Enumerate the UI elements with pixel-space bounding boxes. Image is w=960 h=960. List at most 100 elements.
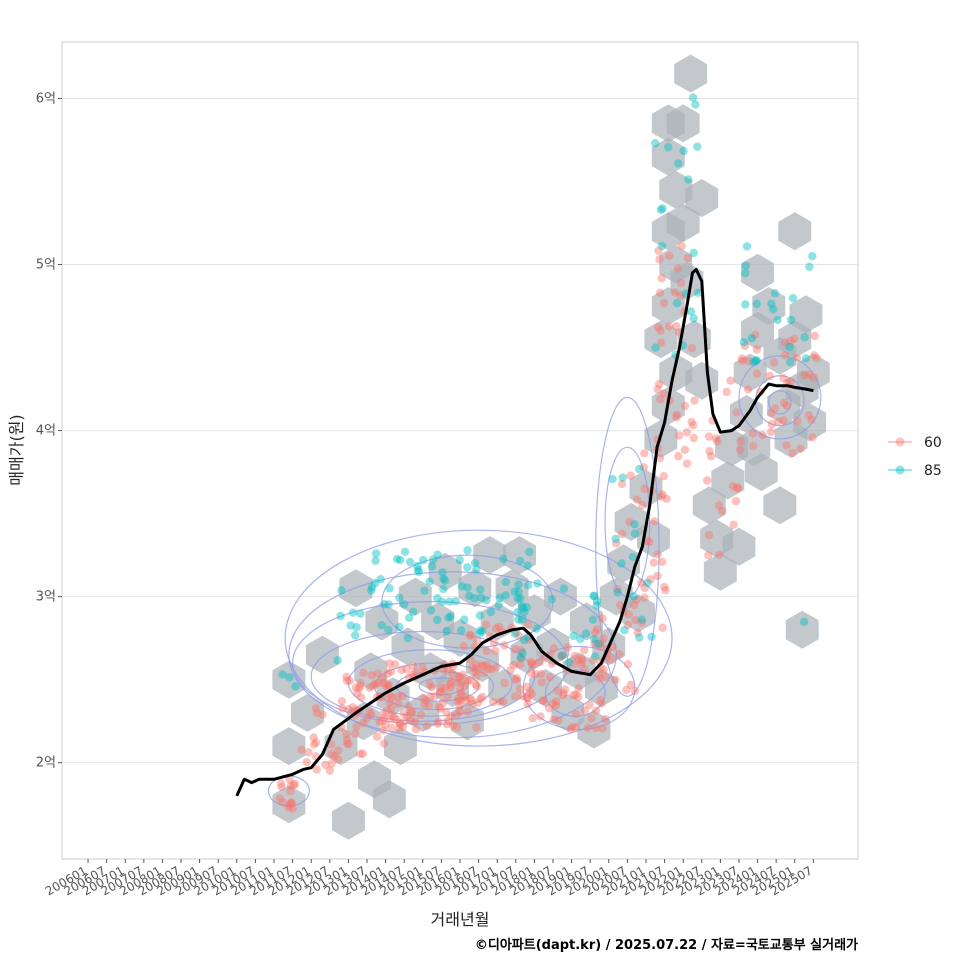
data-point-60 xyxy=(744,356,753,366)
data-point-60 xyxy=(655,255,664,264)
data-point-60 xyxy=(615,650,624,659)
data-point-85 xyxy=(581,629,591,638)
data-point-60 xyxy=(453,678,462,688)
data-point-60 xyxy=(656,326,665,335)
data-point-60 xyxy=(689,433,699,443)
data-point-60 xyxy=(655,453,665,463)
density-contour xyxy=(347,649,513,717)
hex-bin xyxy=(529,669,562,707)
data-point-85 xyxy=(414,567,423,577)
data-point-85 xyxy=(679,146,688,156)
data-point-60 xyxy=(574,655,583,665)
data-point-85 xyxy=(559,584,569,593)
data-point-60 xyxy=(454,673,464,683)
data-point-60 xyxy=(657,338,666,347)
data-point-60 xyxy=(792,353,802,363)
data-point-85 xyxy=(367,583,377,592)
data-point-60 xyxy=(309,733,318,742)
data-point-60 xyxy=(706,452,716,461)
data-point-60 xyxy=(348,702,358,712)
data-point-60 xyxy=(484,664,494,674)
data-point-60 xyxy=(516,646,526,655)
data-point-85 xyxy=(523,561,533,570)
data-point-85 xyxy=(455,555,464,565)
data-point-60 xyxy=(524,620,533,629)
data-point-60 xyxy=(427,682,437,692)
data-point-85 xyxy=(333,656,342,665)
data-point-60 xyxy=(659,298,669,308)
data-point-60 xyxy=(522,693,532,702)
data-point-60 xyxy=(344,739,353,749)
data-point-60 xyxy=(398,722,408,731)
data-point-60 xyxy=(733,484,743,493)
data-point-60 xyxy=(624,610,633,619)
data-point-60 xyxy=(311,738,321,747)
data-point-60 xyxy=(473,698,483,707)
data-point-60 xyxy=(459,641,469,651)
data-point-60 xyxy=(752,369,762,378)
data-point-60 xyxy=(598,614,607,623)
data-point-60 xyxy=(527,657,536,667)
y-tick-label: 3억 xyxy=(36,590,56,605)
data-point-60 xyxy=(342,676,352,686)
data-point-60 xyxy=(478,692,487,702)
legend-key-point xyxy=(895,437,905,447)
data-point-60 xyxy=(704,551,713,560)
data-point-85 xyxy=(658,204,667,213)
data-point-60 xyxy=(649,558,658,567)
data-point-60 xyxy=(674,431,684,440)
hex-bin xyxy=(517,594,551,633)
data-point-60 xyxy=(640,484,649,494)
data-point-60 xyxy=(436,704,445,713)
data-point-60 xyxy=(402,664,411,674)
data-point-85 xyxy=(514,587,523,596)
data-point-60 xyxy=(385,659,394,668)
data-point-85 xyxy=(751,357,760,366)
data-point-60 xyxy=(779,416,788,425)
data-point-60 xyxy=(653,385,662,394)
data-point-85 xyxy=(440,576,450,585)
data-point-60 xyxy=(518,691,528,701)
data-point-60 xyxy=(411,724,421,734)
data-point-60 xyxy=(385,698,394,707)
hex-bin xyxy=(703,552,737,591)
data-point-85 xyxy=(617,559,626,568)
data-point-60 xyxy=(752,345,762,354)
data-point-60 xyxy=(658,557,667,567)
data-point-60 xyxy=(553,686,562,695)
data-point-60 xyxy=(411,717,420,726)
data-point-60 xyxy=(751,330,760,340)
data-point-85 xyxy=(476,593,486,602)
data-point-60 xyxy=(676,278,686,287)
hex-bin xyxy=(659,170,693,209)
data-point-60 xyxy=(458,670,467,679)
data-point-60 xyxy=(733,483,742,492)
data-point-85 xyxy=(346,621,355,630)
data-point-60 xyxy=(297,745,306,755)
data-point-60 xyxy=(655,288,665,297)
data-point-60 xyxy=(807,415,816,425)
data-point-60 xyxy=(623,620,633,630)
data-point-85 xyxy=(510,629,520,638)
data-point-60 xyxy=(528,713,537,723)
data-point-60 xyxy=(595,674,604,683)
hex-bin xyxy=(622,594,655,633)
data-point-60 xyxy=(591,723,600,733)
data-point-60 xyxy=(590,639,599,649)
data-point-60 xyxy=(658,623,667,632)
data-point-85 xyxy=(457,582,466,591)
data-point-60 xyxy=(373,669,382,678)
data-point-60 xyxy=(556,652,566,661)
data-point-60 xyxy=(468,699,477,709)
data-point-60 xyxy=(632,495,642,504)
data-point-60 xyxy=(623,660,633,669)
data-point-85 xyxy=(371,549,381,558)
data-point-85 xyxy=(384,625,393,634)
data-point-60 xyxy=(782,401,792,410)
data-point-85 xyxy=(650,139,660,148)
hex-bin xyxy=(451,702,484,741)
data-point-85 xyxy=(788,293,798,303)
data-point-60 xyxy=(767,420,777,429)
hex-bin xyxy=(272,660,306,699)
